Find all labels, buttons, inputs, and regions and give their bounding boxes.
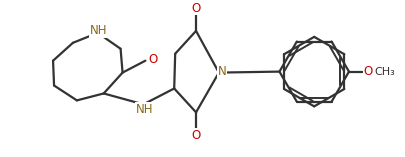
Text: NH: NH (136, 103, 153, 116)
Text: N: N (217, 65, 226, 78)
Text: O: O (192, 2, 200, 15)
Text: O: O (192, 129, 200, 142)
Text: CH₃: CH₃ (374, 67, 395, 77)
Text: O: O (149, 53, 158, 66)
Text: NH: NH (90, 24, 107, 37)
Text: O: O (363, 65, 373, 78)
